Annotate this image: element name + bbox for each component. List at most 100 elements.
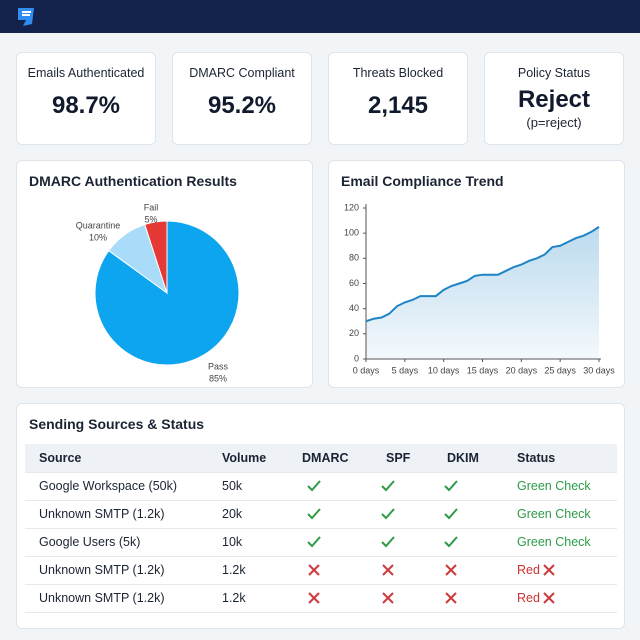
y-tick-label: 60 bbox=[349, 278, 359, 288]
check-icon bbox=[381, 536, 395, 548]
header-cell: DMARC bbox=[302, 451, 349, 465]
header-cell: Source bbox=[39, 451, 82, 465]
kpi-value: 95.2% bbox=[207, 92, 277, 119]
check bbox=[444, 480, 458, 492]
check bbox=[307, 508, 321, 520]
x-tick-label: 0 days bbox=[353, 365, 380, 375]
status-cell: Green Check bbox=[517, 535, 591, 549]
check bbox=[444, 508, 458, 520]
kpi-value: 98.7% bbox=[51, 92, 121, 119]
header-cell: Status bbox=[517, 451, 556, 465]
kpi-card: DMARC Compliant 95.2% bbox=[172, 52, 312, 145]
x-tick-label: 30 days bbox=[583, 365, 615, 375]
pie-chart: Pass 85% Quarantine 10% Fail 5% bbox=[76, 202, 240, 383]
cross bbox=[308, 592, 320, 604]
source-cell: Google Workspace (50k) bbox=[39, 479, 178, 493]
kpi-label: Emails Authenticated bbox=[27, 66, 145, 80]
check bbox=[307, 536, 321, 548]
source-cell: Unknown SMTP (1.2k) bbox=[39, 563, 165, 577]
kpi-card: Policy Status Reject (p=reject) bbox=[484, 52, 624, 145]
table-row: Unknown SMTP (1.2k) 1.2k Red bbox=[25, 556, 617, 585]
header-row: Source Volume DMARC SPF DKIM Status bbox=[25, 444, 617, 473]
cross-icon bbox=[543, 592, 555, 604]
volume-cell: 10k bbox=[222, 535, 243, 549]
header-cell: DKIM bbox=[447, 451, 479, 465]
cross bbox=[308, 564, 320, 576]
cross bbox=[382, 564, 394, 576]
check bbox=[444, 536, 458, 548]
check-icon bbox=[307, 508, 321, 520]
table-row: Google Users (5k) 10k Green Check bbox=[25, 528, 617, 557]
x-tick-label: 20 days bbox=[506, 365, 538, 375]
status-cell: Red bbox=[517, 563, 540, 577]
x-tick-label: 25 days bbox=[544, 365, 576, 375]
cross-icon bbox=[308, 564, 320, 576]
check bbox=[381, 480, 395, 492]
check-icon bbox=[444, 480, 458, 492]
logo[interactable] bbox=[14, 5, 38, 29]
top-bar bbox=[0, 0, 640, 33]
y-tick-label: 20 bbox=[349, 328, 359, 338]
y-tick-label: 0 bbox=[354, 353, 359, 363]
status-cell: Green Check bbox=[517, 479, 591, 493]
table-row: Unknown SMTP (1.2k) 1.2k Red bbox=[25, 584, 617, 613]
check bbox=[381, 508, 395, 520]
x-tick-label: 5 days bbox=[392, 365, 419, 375]
status-cell: Green Check bbox=[517, 507, 591, 521]
source-cell: Unknown SMTP (1.2k) bbox=[39, 507, 165, 521]
kpi-value: Reject bbox=[517, 86, 591, 113]
slice-label: Fail bbox=[144, 202, 159, 212]
header-cell: SPF bbox=[386, 451, 411, 465]
slice-label: Pass bbox=[208, 361, 229, 371]
header-cell: Volume bbox=[222, 451, 267, 465]
volume-cell: 1.2k bbox=[222, 563, 246, 577]
kpi-card: Emails Authenticated 98.7% bbox=[16, 52, 156, 145]
check-icon bbox=[381, 480, 395, 492]
chart-title: DMARC Authentication Results bbox=[29, 173, 237, 189]
kpi-label: DMARC Compliant bbox=[189, 66, 295, 80]
status-cell: Red bbox=[517, 591, 540, 605]
cross-icon bbox=[445, 592, 457, 604]
slice-value: 85% bbox=[209, 373, 227, 383]
kpi-value: 2,145 bbox=[367, 92, 429, 119]
x-tick-label: 15 days bbox=[467, 365, 499, 375]
x-tick-label: 10 days bbox=[428, 365, 460, 375]
table-card: Sending Sources & Status Source Volume DMA… bbox=[16, 403, 625, 629]
pie-card: DMARC Authentication Results Pass 85% Quar… bbox=[16, 160, 313, 388]
chart-title: Email Compliance Trend bbox=[341, 173, 504, 189]
line-chart: 0 20 40 60 80 100 120 0 days 5 days 10 days 15 day… bbox=[344, 202, 615, 375]
cross-icon bbox=[445, 564, 457, 576]
check-icon bbox=[307, 480, 321, 492]
cross bbox=[445, 592, 457, 604]
cross bbox=[382, 592, 394, 604]
check-icon bbox=[307, 536, 321, 548]
kpi-card: Threats Blocked 2,145 bbox=[328, 52, 468, 145]
cross bbox=[445, 564, 457, 576]
kpi-label: Threats Blocked bbox=[352, 66, 444, 80]
cross-icon bbox=[382, 592, 394, 604]
y-tick-label: 80 bbox=[349, 253, 359, 263]
cross bbox=[543, 592, 555, 604]
pie-slice bbox=[144, 220, 168, 294]
volume-cell: 1.2k bbox=[222, 591, 246, 605]
cross bbox=[543, 564, 555, 576]
check-icon bbox=[444, 508, 458, 520]
slice-value: 5% bbox=[144, 214, 157, 224]
y-tick-label: 40 bbox=[349, 303, 359, 313]
source-cell: Google Users (5k) bbox=[39, 535, 141, 549]
check bbox=[307, 480, 321, 492]
y-tick-label: 100 bbox=[344, 228, 359, 238]
kpi-note: (p=reject) bbox=[526, 115, 582, 130]
y-tick-label: 120 bbox=[344, 202, 359, 212]
volume-cell: 50k bbox=[222, 479, 243, 493]
volume-cell: 20k bbox=[222, 507, 243, 521]
check-icon bbox=[444, 536, 458, 548]
table-row: Unknown SMTP (1.2k) 20k Green Check bbox=[25, 500, 617, 529]
line-card: Email Compliance Trend 0 20 40 60 80 100 120 0 … bbox=[328, 160, 625, 388]
cross-icon bbox=[308, 592, 320, 604]
kpi-label: Policy Status bbox=[517, 66, 591, 80]
cross-icon bbox=[543, 564, 555, 576]
slice-value: 10% bbox=[89, 232, 107, 242]
table-row: Google Workspace (50k) 50k Green Check bbox=[25, 472, 617, 501]
